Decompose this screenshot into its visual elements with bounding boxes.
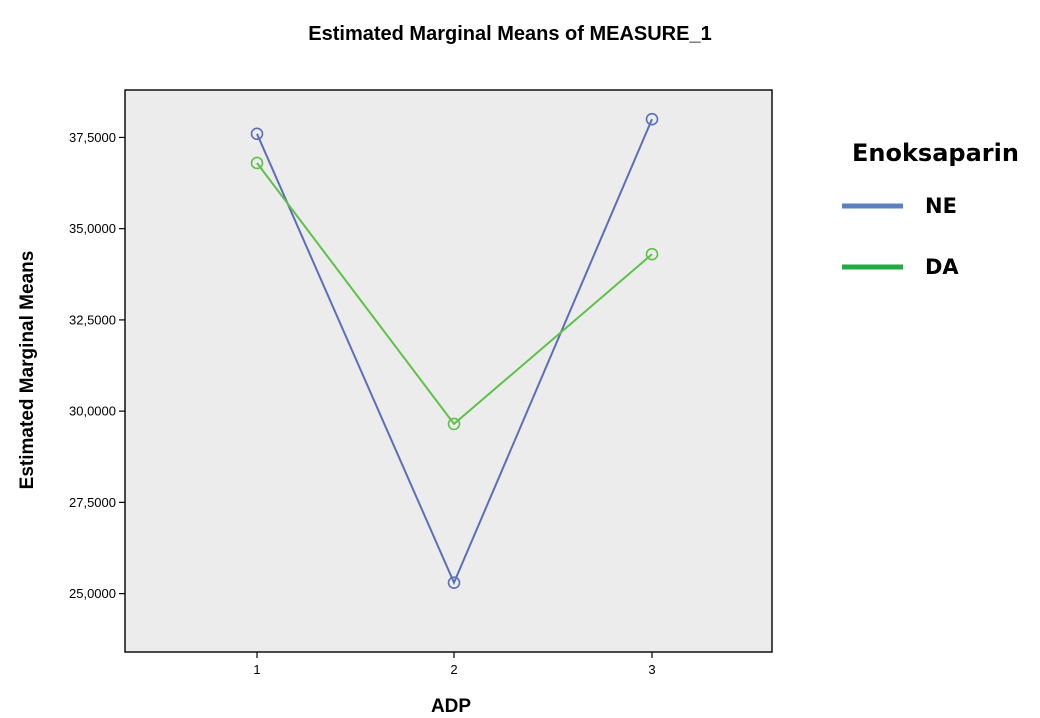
y-tick-label: 25,0000 xyxy=(69,586,116,601)
x-axis-label: ADP xyxy=(431,696,471,717)
legend-label-ne: NE xyxy=(925,194,957,218)
chart-title: Estimated Marginal Means of MEASURE_1 xyxy=(308,23,711,45)
y-tick-label: 32,5000 xyxy=(69,312,116,327)
x-tick-label: 2 xyxy=(450,662,457,677)
legend: Enoksaparin NE DA xyxy=(842,139,1019,279)
y-axis-label: Estimated Marginal Means xyxy=(17,251,38,490)
y-axis: 25,0000 27,5000 30,0000 32,5000 35,0000 37,50… xyxy=(69,130,125,601)
legend-label-da: DA xyxy=(925,255,959,279)
legend-items: NE DA xyxy=(842,194,959,279)
data-point-ne xyxy=(447,576,461,589)
series-line-ne xyxy=(256,118,653,586)
y-tick-label: 30,0000 xyxy=(69,404,116,419)
y-tick-label: 35,0000 xyxy=(69,221,116,236)
y-tick-label: 37,5000 xyxy=(69,130,116,145)
legend-title: Enoksaparin xyxy=(852,139,1019,167)
data-point-da xyxy=(645,247,659,261)
y-tick-label: 27,5000 xyxy=(69,495,116,510)
x-tick-label: 3 xyxy=(648,662,655,677)
plot-area xyxy=(124,89,773,653)
x-tick-label: 1 xyxy=(253,662,260,677)
data-point-da xyxy=(447,417,461,431)
data-point-ne xyxy=(250,127,264,141)
data-point-ne xyxy=(645,112,659,126)
x-axis: 1 2 3 xyxy=(253,652,656,677)
series-layer xyxy=(250,112,659,589)
series-line-da xyxy=(256,162,653,426)
data-point-da xyxy=(250,156,264,170)
